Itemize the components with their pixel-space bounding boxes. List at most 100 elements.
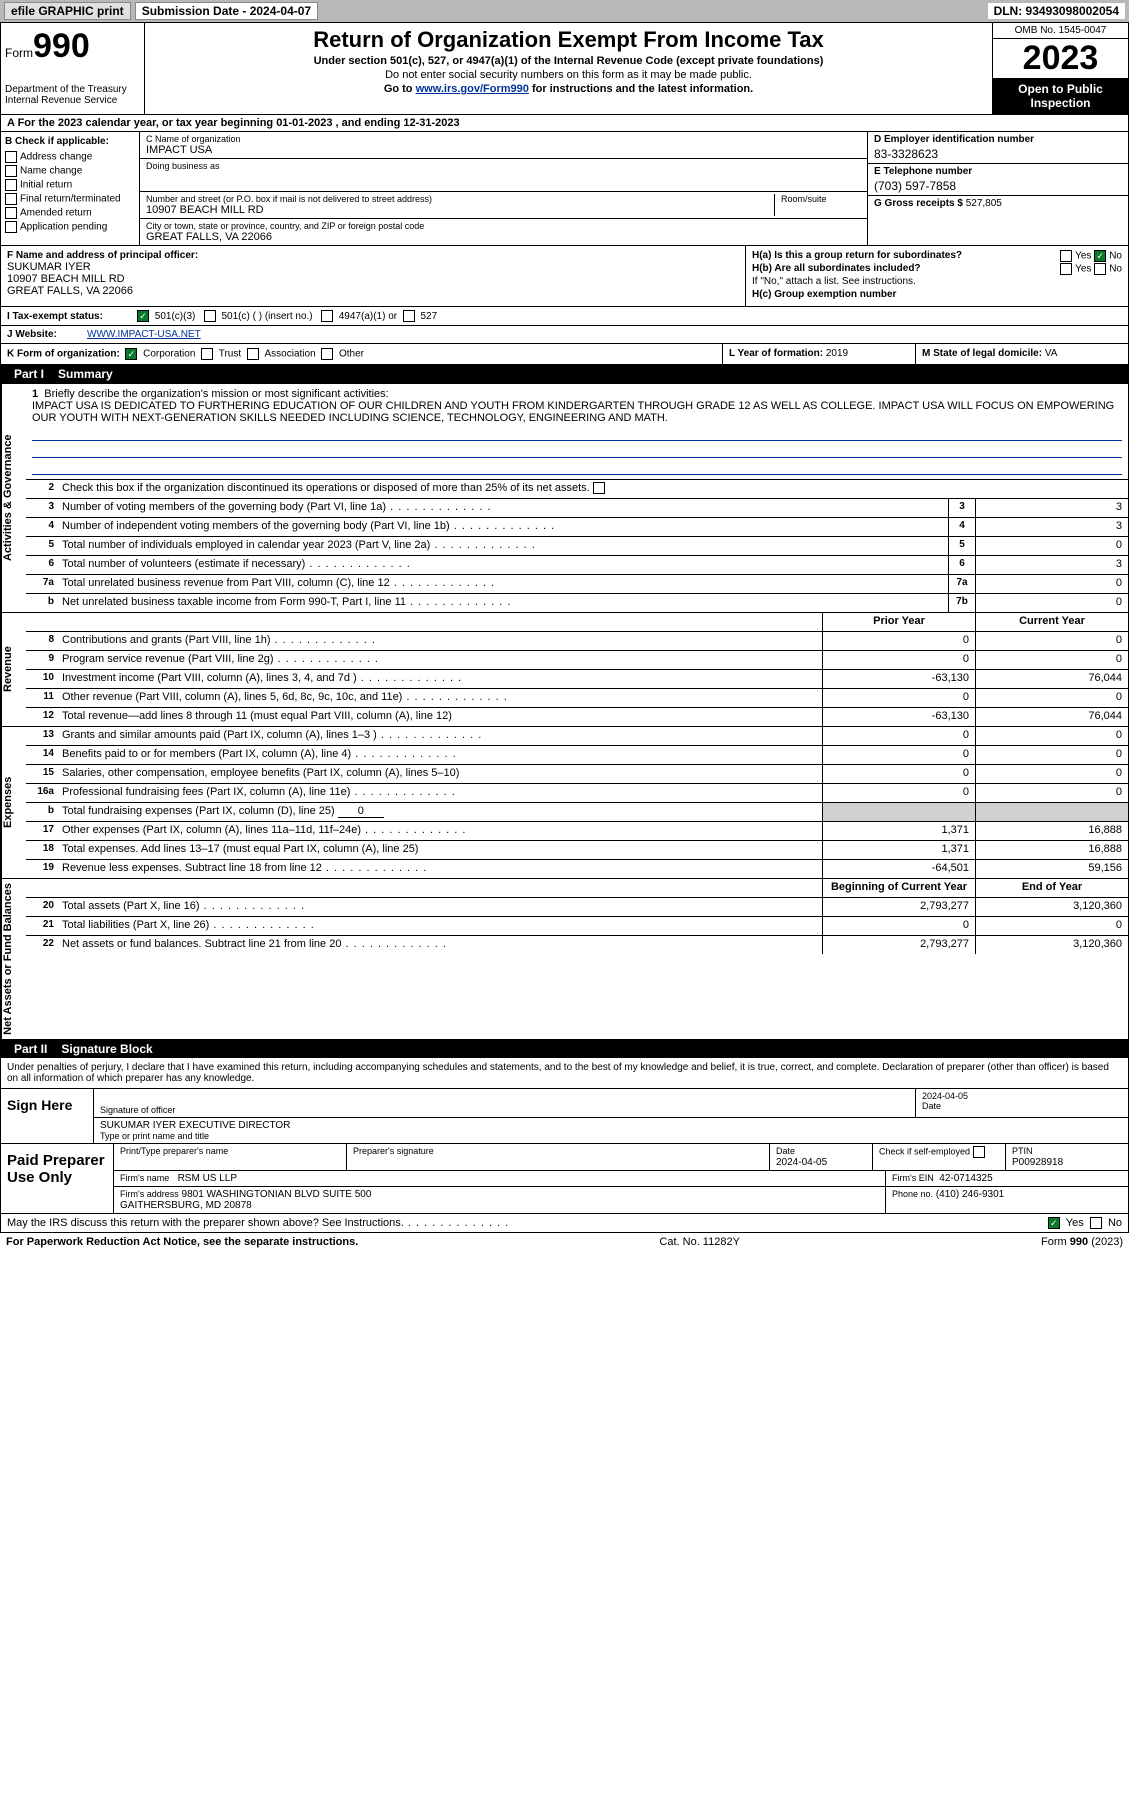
v6: 3 bbox=[975, 556, 1128, 574]
sign-here-block: Sign Here Signature of officer 2024-04-0… bbox=[0, 1089, 1129, 1144]
c8: 0 bbox=[975, 632, 1128, 650]
chk-501c3[interactable] bbox=[137, 310, 149, 322]
section-b: B Check if applicable: Address change Na… bbox=[1, 132, 140, 245]
chk-address-change[interactable] bbox=[5, 151, 17, 163]
tax-year: 2023 bbox=[993, 39, 1128, 78]
lbl-hb-yes: Yes bbox=[1075, 264, 1091, 275]
website-link[interactable]: WWW.IMPACT-USA.NET bbox=[87, 329, 201, 340]
footer-right: Form 990 (2023) bbox=[1041, 1236, 1123, 1248]
block-ij: I Tax-exempt status: 501(c)(3) 501(c) ( … bbox=[0, 307, 1129, 344]
b21: 0 bbox=[822, 917, 975, 935]
lbl-final-return: Final return/terminated bbox=[20, 194, 121, 205]
l11: Other revenue (Part VIII, column (A), li… bbox=[58, 689, 822, 707]
p17: 1,371 bbox=[822, 822, 975, 840]
chk-self-emp[interactable] bbox=[973, 1146, 985, 1158]
prep-sig-label: Preparer's signature bbox=[353, 1146, 763, 1156]
subtitle-3: Go to www.irs.gov/Form990 for instructio… bbox=[149, 83, 988, 95]
print-label: Print/Type preparer's name bbox=[120, 1146, 340, 1156]
firm-name-label: Firm's name bbox=[120, 1173, 169, 1183]
ha-label: H(a) Is this a group return for subordin… bbox=[752, 250, 962, 261]
ein: 83-3328623 bbox=[874, 147, 1122, 161]
p14: 0 bbox=[822, 746, 975, 764]
submission-date: Submission Date - 2024-04-07 bbox=[135, 2, 318, 20]
irs-link[interactable]: www.irs.gov/Form990 bbox=[416, 83, 529, 95]
part2-title: Signature Block bbox=[61, 1042, 152, 1056]
chk-l2[interactable] bbox=[593, 482, 605, 494]
l16a: Professional fundraising fees (Part IX, … bbox=[58, 784, 822, 802]
chk-527[interactable] bbox=[403, 310, 415, 322]
goto-post: for instructions and the latest informat… bbox=[529, 83, 753, 95]
l12: Total revenue—add lines 8 through 11 (mu… bbox=[58, 708, 822, 726]
vtab-revenue: Revenue bbox=[1, 613, 26, 726]
officer-addr1: 10907 BEACH MILL RD bbox=[7, 273, 739, 285]
l1-label: Briefly describe the organization's miss… bbox=[44, 388, 388, 400]
officer-addr2: GREAT FALLS, VA 22066 bbox=[7, 285, 739, 297]
l-label: L Year of formation: bbox=[729, 348, 823, 359]
block-bcd: B Check if applicable: Address change Na… bbox=[0, 132, 1129, 246]
c13: 0 bbox=[975, 727, 1128, 745]
lbl-initial-return: Initial return bbox=[20, 180, 72, 191]
hc-label: H(c) Group exemption number bbox=[752, 289, 896, 300]
chk-corp[interactable] bbox=[125, 348, 137, 360]
chk-hb-yes[interactable] bbox=[1060, 263, 1072, 275]
l5: Total number of individuals employed in … bbox=[58, 537, 948, 555]
ptin: P00928918 bbox=[1012, 1157, 1063, 1168]
prep-date-label: Date bbox=[776, 1146, 795, 1156]
section-f: F Name and address of principal officer:… bbox=[1, 246, 745, 306]
preparer-label: Paid Preparer Use Only bbox=[1, 1144, 114, 1213]
lbl-hb-no: No bbox=[1109, 264, 1122, 275]
l14: Benefits paid to or for members (Part IX… bbox=[58, 746, 822, 764]
dln: DLN: 93493098002054 bbox=[988, 3, 1125, 19]
p12: -63,130 bbox=[822, 708, 975, 726]
p8: 0 bbox=[822, 632, 975, 650]
chk-ha-yes[interactable] bbox=[1060, 250, 1072, 262]
chk-app-pending[interactable] bbox=[5, 221, 17, 233]
part2-num: Part II bbox=[8, 1042, 53, 1056]
e21: 0 bbox=[975, 917, 1128, 935]
preparer-block: Paid Preparer Use Only Print/Type prepar… bbox=[0, 1144, 1129, 1214]
chk-4947[interactable] bbox=[321, 310, 333, 322]
c16a: 0 bbox=[975, 784, 1128, 802]
org-name: IMPACT USA bbox=[146, 144, 861, 156]
chk-501c[interactable] bbox=[204, 310, 216, 322]
form-number: 990 bbox=[33, 27, 90, 65]
l18: Total expenses. Add lines 13–17 (must eq… bbox=[58, 841, 822, 859]
chk-assoc[interactable] bbox=[247, 348, 259, 360]
v3: 3 bbox=[975, 499, 1128, 517]
v7a: 0 bbox=[975, 575, 1128, 593]
chk-ha-no[interactable] bbox=[1094, 250, 1106, 262]
chk-trust[interactable] bbox=[201, 348, 213, 360]
lbl-501c3: 501(c)(3) bbox=[155, 311, 196, 322]
e20: 3,120,360 bbox=[975, 898, 1128, 916]
l21: Total liabilities (Part X, line 26) bbox=[58, 917, 822, 935]
chk-discuss-no[interactable] bbox=[1090, 1217, 1102, 1229]
p10: -63,130 bbox=[822, 670, 975, 688]
chk-initial-return[interactable] bbox=[5, 179, 17, 191]
c12: 76,044 bbox=[975, 708, 1128, 726]
c-name-label: C Name of organization bbox=[146, 134, 861, 144]
part1-title: Summary bbox=[58, 367, 113, 381]
chk-hb-no[interactable] bbox=[1094, 263, 1106, 275]
subtitle-1: Under section 501(c), 527, or 4947(a)(1)… bbox=[149, 55, 988, 67]
lbl-name-change: Name change bbox=[20, 166, 82, 177]
lbl-527: 527 bbox=[420, 311, 437, 322]
chk-other[interactable] bbox=[321, 348, 333, 360]
chk-amended[interactable] bbox=[5, 207, 17, 219]
top-bar: efile GRAPHIC print Submission Date - 20… bbox=[0, 0, 1129, 22]
chk-name-change[interactable] bbox=[5, 165, 17, 177]
l9: Program service revenue (Part VIII, line… bbox=[58, 651, 822, 669]
part2-header: Part II Signature Block bbox=[0, 1040, 1129, 1058]
section-h: H(a) Is this a group return for subordin… bbox=[745, 246, 1128, 306]
chk-discuss-yes[interactable] bbox=[1048, 1217, 1060, 1229]
l2: Check this box if the organization disco… bbox=[58, 480, 1128, 498]
state-domicile: VA bbox=[1045, 348, 1058, 359]
efile-button[interactable]: efile GRAPHIC print bbox=[4, 2, 131, 20]
lbl-app-pending: Application pending bbox=[20, 222, 107, 233]
chk-final-return[interactable] bbox=[5, 193, 17, 205]
p9: 0 bbox=[822, 651, 975, 669]
vtab-governance: Activities & Governance bbox=[1, 384, 26, 612]
ptin-label: PTIN bbox=[1012, 1146, 1033, 1156]
p11: 0 bbox=[822, 689, 975, 707]
self-emp-label: Check if self-employed bbox=[879, 1146, 970, 1156]
discuss-row: May the IRS discuss this return with the… bbox=[0, 1214, 1129, 1233]
